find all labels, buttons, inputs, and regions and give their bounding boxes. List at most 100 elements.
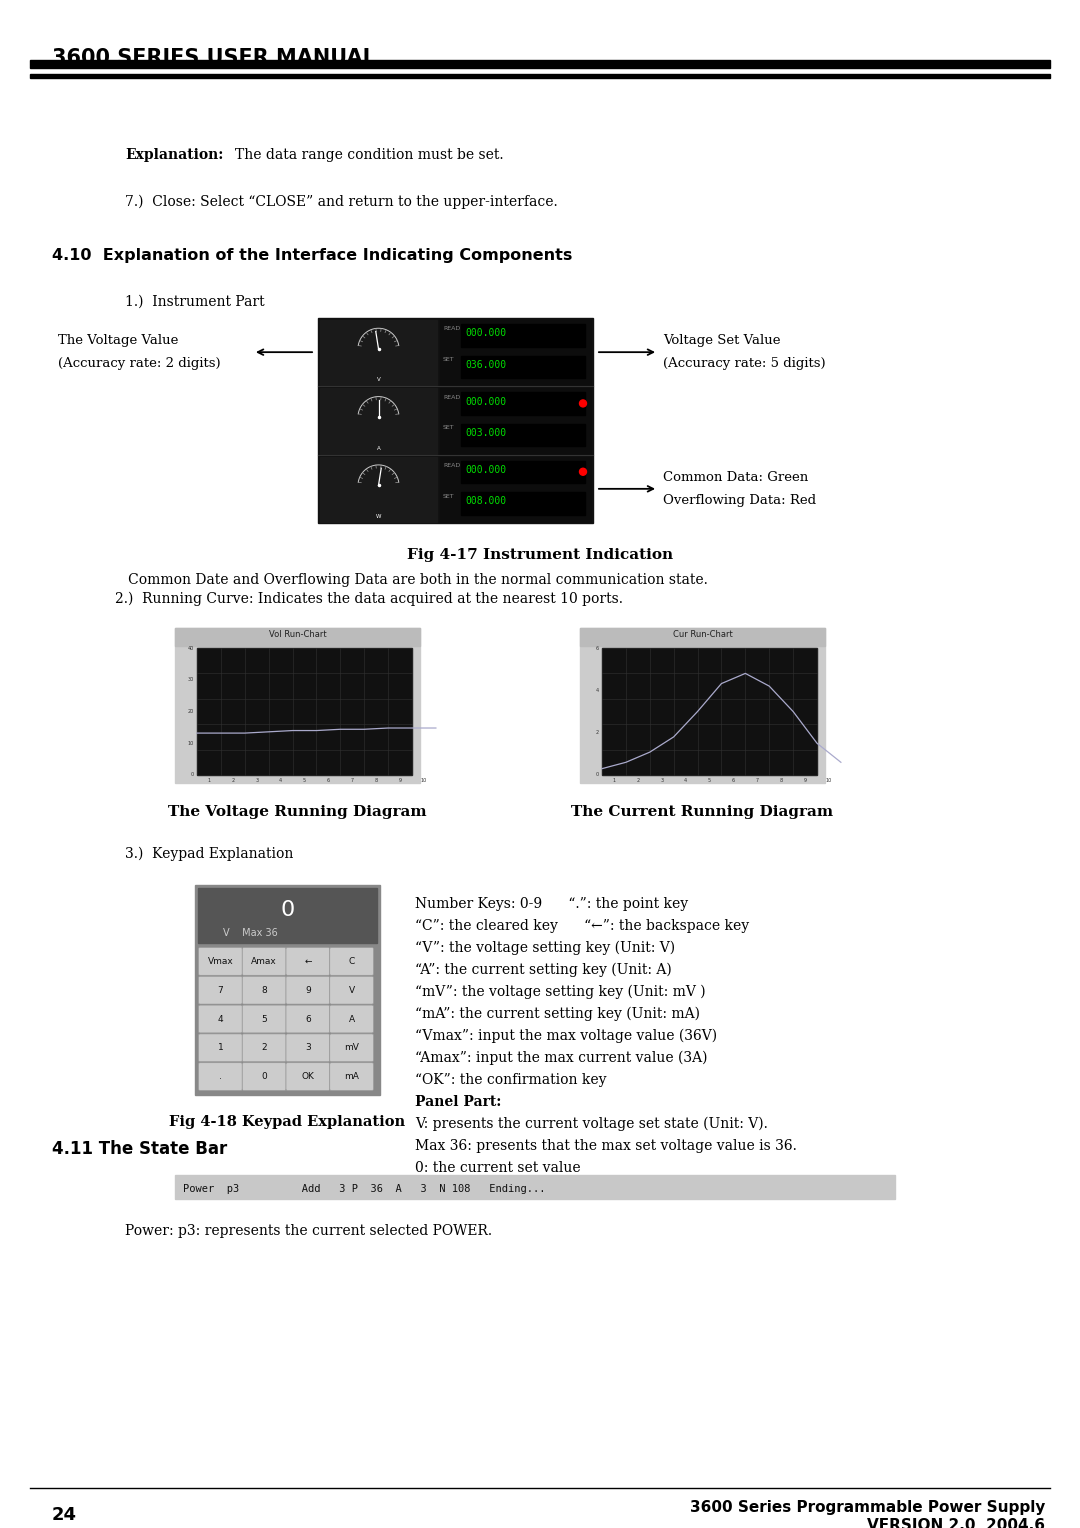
Text: Amax: Amax — [252, 957, 276, 966]
FancyBboxPatch shape — [242, 1034, 286, 1062]
Text: 10: 10 — [188, 741, 194, 746]
Text: 1.)  Instrument Part: 1.) Instrument Part — [125, 295, 265, 309]
Text: Number Keys: 0-9      “.”: the point key: Number Keys: 0-9 “.”: the point key — [415, 897, 688, 911]
Text: 8: 8 — [780, 778, 783, 782]
Text: 3: 3 — [255, 778, 258, 782]
Bar — [30, 60, 1050, 69]
Text: V: presents the current voltage set state (Unit: V).: V: presents the current voltage set stat… — [415, 1117, 768, 1131]
Bar — [197, 648, 411, 775]
Text: “Amax”: input the max current value (3A): “Amax”: input the max current value (3A) — [415, 1051, 707, 1065]
Text: 4: 4 — [684, 778, 687, 782]
Text: 003.000: 003.000 — [465, 428, 507, 439]
Bar — [440, 457, 591, 523]
Bar — [461, 423, 585, 446]
Text: 4: 4 — [596, 688, 599, 692]
Bar — [175, 1175, 895, 1199]
Text: 2: 2 — [231, 778, 234, 782]
Text: 5: 5 — [261, 1015, 267, 1024]
Text: 8: 8 — [375, 778, 378, 782]
Text: mA: mA — [345, 1073, 359, 1082]
Text: Vmax: Vmax — [207, 957, 233, 966]
Bar — [602, 648, 816, 775]
Text: 6: 6 — [732, 778, 735, 782]
FancyBboxPatch shape — [242, 976, 286, 1004]
Text: The Voltage Value: The Voltage Value — [58, 335, 178, 347]
Text: 10: 10 — [826, 778, 832, 782]
Text: 4: 4 — [279, 778, 282, 782]
Text: 5: 5 — [302, 778, 306, 782]
Text: “mV”: the voltage setting key (Unit: mV ): “mV”: the voltage setting key (Unit: mV … — [415, 986, 705, 999]
Text: 7: 7 — [217, 986, 224, 995]
FancyBboxPatch shape — [242, 1005, 286, 1033]
Text: 008.000: 008.000 — [465, 497, 507, 506]
Bar — [30, 73, 1050, 78]
Text: 8: 8 — [261, 986, 267, 995]
Text: 0: 0 — [281, 900, 295, 920]
Text: A: A — [377, 446, 380, 451]
Text: 20: 20 — [188, 709, 194, 714]
Circle shape — [580, 468, 586, 475]
Text: Overflowing Data: Red: Overflowing Data: Red — [663, 494, 816, 507]
Text: 000.000: 000.000 — [465, 465, 507, 475]
FancyBboxPatch shape — [329, 976, 374, 1004]
Bar — [461, 356, 585, 377]
Text: Max 36: presents that the max set voltage value is 36.: Max 36: presents that the max set voltag… — [415, 1138, 797, 1154]
Text: 036.000: 036.000 — [465, 359, 507, 370]
FancyBboxPatch shape — [286, 1005, 329, 1033]
Text: 6: 6 — [596, 645, 599, 651]
Text: V: V — [349, 986, 354, 995]
Text: 9: 9 — [804, 778, 807, 782]
Text: mV: mV — [345, 1044, 359, 1053]
Text: 2: 2 — [636, 778, 639, 782]
FancyBboxPatch shape — [329, 1005, 374, 1033]
Text: Cur Run-Chart: Cur Run-Chart — [673, 630, 732, 639]
Text: 0: the current set value: 0: the current set value — [415, 1161, 581, 1175]
Text: C: C — [349, 957, 354, 966]
Text: ←: ← — [305, 957, 312, 966]
Text: 2.)  Running Curve: Indicates the data acquired at the nearest 10 ports.: 2.) Running Curve: Indicates the data ac… — [114, 591, 623, 607]
Bar — [198, 888, 377, 943]
Text: Voltage Set Value: Voltage Set Value — [663, 335, 781, 347]
Text: 1: 1 — [612, 778, 616, 782]
FancyBboxPatch shape — [242, 947, 286, 975]
FancyBboxPatch shape — [286, 976, 329, 1004]
Text: The Voltage Running Diagram: The Voltage Running Diagram — [168, 805, 427, 819]
Text: (Accuracy rate: 2 digits): (Accuracy rate: 2 digits) — [58, 358, 220, 370]
FancyBboxPatch shape — [286, 1062, 329, 1091]
Text: SET: SET — [443, 494, 455, 498]
Text: 3: 3 — [305, 1044, 311, 1053]
FancyBboxPatch shape — [329, 947, 374, 975]
Bar — [580, 628, 825, 782]
FancyBboxPatch shape — [329, 1062, 374, 1091]
Text: .: . — [219, 1073, 221, 1082]
Text: 3.)  Keypad Explanation: 3.) Keypad Explanation — [125, 847, 294, 862]
Circle shape — [580, 400, 586, 406]
Text: A: A — [349, 1015, 354, 1024]
FancyBboxPatch shape — [329, 1034, 374, 1062]
FancyBboxPatch shape — [199, 1005, 242, 1033]
Text: 7: 7 — [756, 778, 759, 782]
Text: Explanation:: Explanation: — [125, 148, 224, 162]
Text: 6: 6 — [327, 778, 330, 782]
Text: Common Data: Green: Common Data: Green — [663, 471, 808, 484]
Text: 9: 9 — [305, 986, 311, 995]
Text: 0: 0 — [596, 773, 599, 778]
Bar — [461, 492, 585, 515]
Text: “mA”: the current setting key (Unit: mA): “mA”: the current setting key (Unit: mA) — [415, 1007, 700, 1021]
Bar — [195, 885, 380, 1096]
FancyBboxPatch shape — [199, 947, 242, 975]
Text: SET: SET — [443, 358, 455, 362]
Text: 1: 1 — [207, 778, 211, 782]
Text: 10: 10 — [421, 778, 427, 782]
Bar — [320, 388, 437, 454]
Text: READ: READ — [443, 394, 460, 399]
FancyBboxPatch shape — [286, 947, 329, 975]
Text: “Vmax”: input the max voltage value (36V): “Vmax”: input the max voltage value (36V… — [415, 1028, 717, 1044]
Text: 0: 0 — [191, 773, 194, 778]
FancyBboxPatch shape — [199, 1034, 242, 1062]
Text: 7.)  Close: Select “CLOSE” and return to the upper-interface.: 7.) Close: Select “CLOSE” and return to … — [125, 196, 557, 209]
Bar — [461, 393, 585, 416]
Text: 000.000: 000.000 — [465, 329, 507, 338]
Text: READ: READ — [443, 325, 460, 332]
Bar — [320, 319, 437, 385]
